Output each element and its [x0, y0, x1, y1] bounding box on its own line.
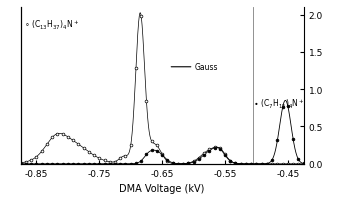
- Text: $\bullet$ (C$_7$H$_{15}$)$_4$N$^+$: $\bullet$ (C$_7$H$_{15}$)$_4$N$^+$: [253, 97, 305, 110]
- Text: $\circ$ (C$_{13}$H$_{37}$)$_4$N$^+$: $\circ$ (C$_{13}$H$_{37}$)$_4$N$^+$: [24, 19, 79, 32]
- Text: Gauss: Gauss: [195, 63, 218, 72]
- X-axis label: DMA Voltage (kV): DMA Voltage (kV): [119, 183, 205, 193]
